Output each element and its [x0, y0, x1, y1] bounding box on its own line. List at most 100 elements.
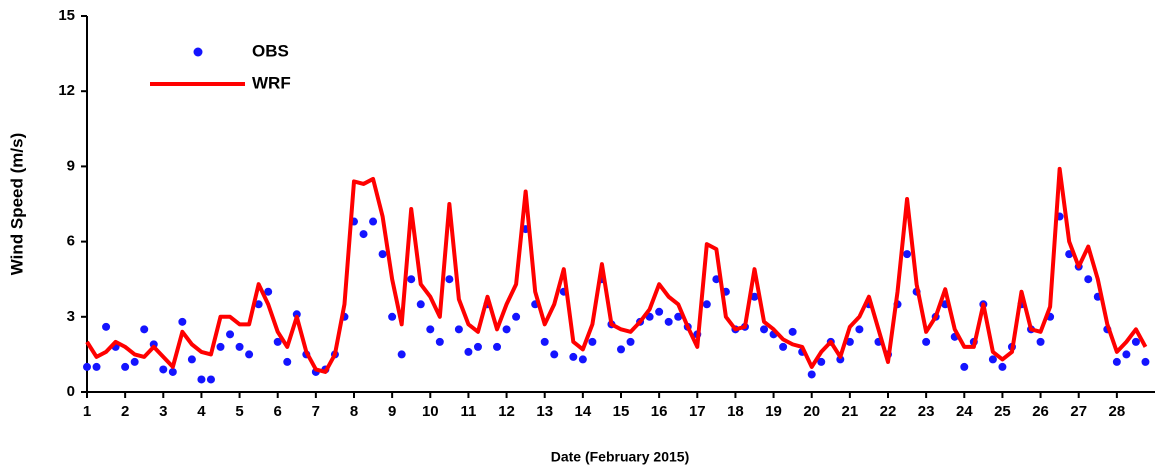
obs-point: [130, 357, 139, 366]
obs-point: [1141, 357, 1150, 366]
obs-point: [226, 330, 235, 339]
obs-point: [397, 350, 406, 359]
x-tick-label: 13: [536, 403, 553, 420]
legend-label: OBS: [252, 41, 289, 60]
obs-point: [502, 325, 511, 334]
x-tick-label: 10: [422, 403, 439, 420]
obs-point: [388, 312, 397, 321]
obs-point: [702, 300, 711, 309]
x-tick-label: 19: [765, 403, 782, 420]
x-tick-label: 4: [197, 403, 206, 420]
x-tick-label: 7: [312, 403, 320, 420]
y-axis-label: Wind Speed (m/s): [7, 133, 26, 275]
obs-point: [550, 350, 559, 359]
legend-label: WRF: [252, 73, 291, 92]
obs-point: [445, 275, 454, 284]
x-tick-label: 27: [1070, 403, 1087, 420]
obs-point: [569, 352, 578, 361]
obs-point: [454, 325, 463, 334]
obs-point: [845, 337, 854, 346]
obs-point: [655, 307, 664, 316]
obs-point: [178, 317, 187, 326]
obs-point: [206, 375, 215, 384]
obs-point: [407, 275, 416, 284]
x-tick-label: 2: [121, 403, 129, 420]
x-tick-label: 21: [842, 403, 859, 420]
obs-point: [807, 370, 816, 379]
obs-point: [1084, 275, 1093, 284]
x-tick-label: 18: [727, 403, 744, 420]
obs-point: [1112, 357, 1121, 366]
x-tick-label: 3: [159, 403, 167, 420]
obs-point: [273, 337, 282, 346]
obs-point: [235, 342, 244, 351]
x-axis-label: Date (February 2015): [551, 449, 690, 465]
obs-point: [378, 250, 387, 259]
obs-point: [779, 342, 788, 351]
obs-point: [168, 367, 177, 376]
legend-marker: [193, 47, 203, 57]
obs-point: [92, 362, 101, 371]
obs-point: [960, 362, 969, 371]
obs-point: [855, 325, 864, 334]
x-tick-label: 11: [460, 403, 476, 420]
obs-point: [197, 375, 206, 384]
obs-point: [159, 365, 168, 374]
x-tick-label: 8: [350, 403, 358, 420]
x-tick-label: 5: [235, 403, 243, 420]
obs-point: [216, 342, 225, 351]
obs-point: [102, 322, 111, 331]
obs-point: [540, 337, 549, 346]
x-tick-label: 6: [274, 403, 282, 420]
obs-point: [416, 300, 425, 309]
x-tick-label: 20: [803, 403, 820, 420]
obs-point: [626, 337, 635, 346]
obs-point: [750, 292, 759, 301]
obs-point: [617, 345, 625, 354]
obs-point: [121, 362, 130, 371]
y-tick-label: 0: [67, 383, 75, 400]
x-tick-label: 9: [388, 403, 396, 420]
obs-point: [187, 355, 196, 364]
obs-point: [664, 317, 673, 326]
obs-point: [369, 217, 378, 226]
obs-point: [674, 312, 683, 321]
y-tick-label: 9: [67, 157, 75, 174]
obs-point: [464, 347, 473, 356]
x-tick-label: 14: [575, 403, 592, 420]
obs-point: [998, 362, 1007, 371]
wrf-line: [85, 166, 1148, 374]
x-tick-label: 22: [880, 403, 897, 420]
obs-point: [588, 337, 597, 346]
obs-point: [922, 337, 931, 346]
y-tick-label: 15: [58, 7, 75, 24]
y-tick-label: 12: [58, 82, 75, 99]
x-tick-label: 16: [651, 403, 668, 420]
x-tick-label: 25: [994, 403, 1011, 420]
x-tick-label: 24: [956, 403, 973, 420]
x-tick-label: 23: [918, 403, 935, 420]
obs-point: [473, 342, 482, 351]
y-tick-label: 3: [67, 308, 75, 325]
obs-point: [512, 312, 521, 321]
obs-point: [988, 355, 997, 364]
obs-point: [435, 337, 444, 346]
obs-point: [817, 357, 826, 366]
obs-point: [760, 325, 769, 334]
x-tick-label: 15: [613, 403, 630, 420]
obs-point: [426, 325, 435, 334]
x-tick-label: 12: [498, 403, 515, 420]
obs-point: [1036, 337, 1045, 346]
obs-point: [140, 325, 149, 334]
obs-point: [903, 250, 912, 259]
obs-point: [292, 310, 301, 319]
x-tick-label: 26: [1032, 403, 1049, 420]
x-tick-label: 28: [1109, 403, 1126, 420]
obs-point: [1122, 350, 1131, 359]
obs-point: [493, 342, 502, 351]
x-tick-label: 1: [83, 403, 91, 420]
obs-point: [1131, 337, 1140, 346]
obs-point: [264, 287, 273, 296]
obs-point: [788, 327, 797, 336]
